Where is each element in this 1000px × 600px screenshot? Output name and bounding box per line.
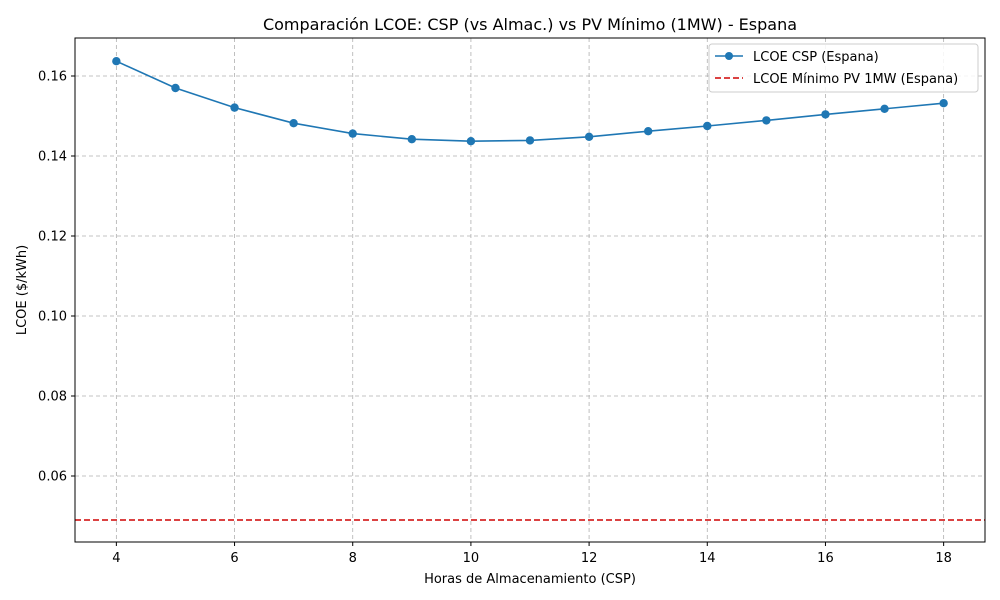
csp-data-point [762, 116, 771, 125]
x-tick-label: 18 [935, 551, 952, 566]
x-axis-label: Horas de Almacenamiento (CSP) [424, 572, 636, 587]
series-layer [75, 57, 985, 521]
legend-box [708, 43, 979, 93]
x-axis-ticks: 4 6 8 10 12 14 16 18 [112, 542, 952, 566]
chart-title: Comparación LCOE: CSP (vs Almac.) vs PV … [263, 15, 797, 34]
x-tick-label: 12 [581, 551, 598, 566]
csp-data-point [643, 127, 653, 136]
x-tick-label: 16 [817, 551, 834, 566]
csp-data-point [466, 137, 476, 146]
csp-data-point [112, 57, 121, 66]
csp-data-point [289, 119, 298, 128]
csp-data-point [939, 99, 948, 108]
y-tick-label: 0.06 [38, 470, 67, 485]
legend-csp-label: LCOE CSP (Espana) [753, 50, 879, 65]
y-tick-label: 0.14 [38, 150, 67, 165]
x-tick-label: 14 [699, 551, 716, 566]
y-tick-label: 0.10 [38, 310, 67, 325]
y-tick-label: 0.12 [38, 230, 67, 245]
csp-data-point [703, 121, 712, 131]
x-tick-label: 6 [230, 551, 238, 566]
csp-data-point [230, 103, 239, 112]
csp-data-point [821, 110, 830, 119]
grid [75, 38, 985, 542]
y-tick-label: 0.16 [38, 70, 67, 85]
y-tick-label: 0.08 [38, 390, 67, 405]
csp-data-point [525, 136, 535, 145]
csp-data-point [880, 104, 889, 114]
legend-csp-marker [725, 52, 733, 60]
legend-pv-label: LCOE Mínimo PV 1MW (Espana) [753, 72, 958, 87]
csp-data-point [171, 83, 180, 93]
csp-data-point [348, 129, 357, 138]
csp-data-point [407, 135, 417, 144]
y-axis-label: LCOE ($/kWh) [15, 245, 30, 335]
csp-data-point [584, 132, 594, 141]
x-tick-label: 10 [463, 551, 480, 566]
y-axis-ticks: 0.06 0.08 0.10 0.12 0.14 0.16 [38, 70, 75, 485]
x-tick-label: 8 [349, 551, 357, 566]
legend: LCOE CSP (Espana) LCOE Mínimo PV 1MW (Es… [708, 43, 979, 93]
plot-frame [74, 37, 986, 543]
x-tick-label: 4 [112, 551, 120, 566]
